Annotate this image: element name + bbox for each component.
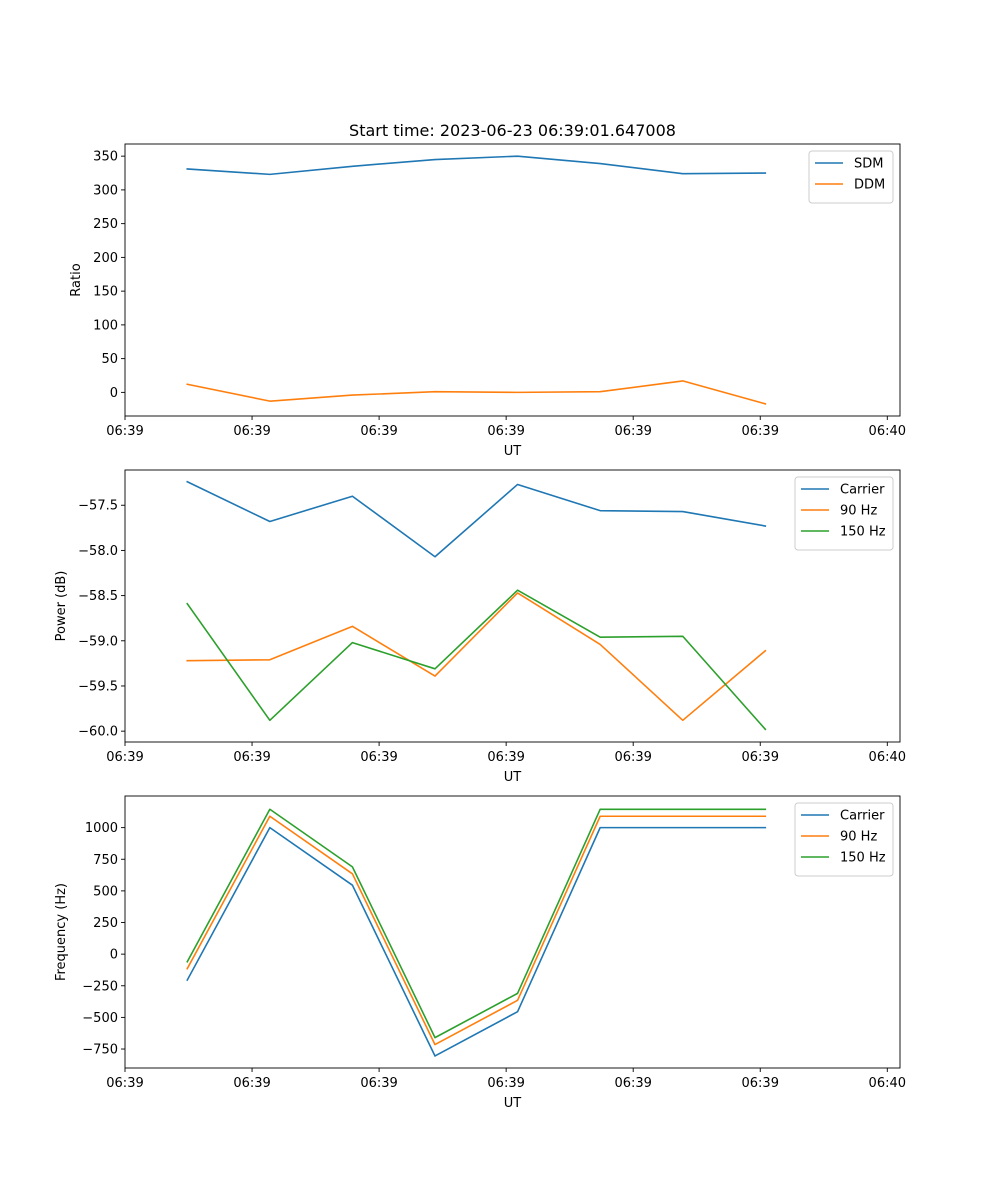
series-line-90-hz — [186, 815, 767, 1046]
x-tick-label: 06:39 — [742, 1076, 779, 1091]
x-tick-label: 06:39 — [742, 750, 779, 765]
x-tick-label: 06:39 — [487, 1076, 524, 1091]
axes-frame — [124, 143, 901, 417]
y-axis-label: Ratio — [69, 263, 84, 296]
series-line-carrier — [186, 826, 767, 1057]
legend: Carrier 90 Hz 150 Hz — [794, 802, 894, 877]
series-line-90-hz — [186, 592, 767, 722]
x-tick-label: 06:39 — [233, 750, 270, 765]
series-line-150-hz — [186, 589, 767, 731]
y-tick-label: 200 — [93, 251, 118, 266]
x-tick-label: 06:39 — [106, 1076, 143, 1091]
y-axis-label: Power (dB) — [54, 571, 69, 642]
y-tick-label: 250 — [93, 916, 118, 931]
y-tick-label: −58.0 — [78, 544, 118, 559]
y-axis-label: Frequency (Hz) — [54, 883, 69, 981]
series-line-ddm — [186, 380, 767, 405]
x-tick-label: 06:39 — [487, 424, 524, 439]
y-tick-label: 250 — [93, 217, 118, 232]
x-tick-label: 06:39 — [360, 1076, 397, 1091]
legend-label: Carrier — [840, 483, 885, 498]
y-tick-label: −57.5 — [78, 499, 118, 514]
y-tick-label: 150 — [93, 285, 118, 300]
y-tick-label: 100 — [93, 318, 118, 333]
subplot-2: 06:39 06:39 06:39 06:39 06:39 06:39 06:40 −60.0… — [54, 469, 906, 785]
y-tick-label: −59.5 — [78, 679, 118, 694]
y-tick-label: 300 — [93, 183, 118, 198]
legend-label: 150 Hz — [840, 851, 886, 866]
x-tick-label: 06:39 — [614, 1076, 651, 1091]
x-tick-label: 06:40 — [869, 424, 906, 439]
subplot-1: 06:39 06:39 06:39 06:39 06:39 06:39 06:40 0 50 10… — [69, 143, 906, 459]
subplot-3: 06:39 06:39 06:39 06:39 06:39 06:39 06:40 −750 −… — [54, 795, 906, 1111]
y-tick-label: −58.5 — [78, 589, 118, 604]
y-tick-label: 0 — [110, 948, 118, 963]
y-tick-label: 0 — [110, 386, 118, 401]
legend-box — [808, 150, 894, 204]
y-tick-label: 750 — [93, 853, 118, 868]
x-tick-label: 06:39 — [614, 424, 651, 439]
x-tick-label: 06:39 — [233, 1076, 270, 1091]
legend-label: 90 Hz — [840, 830, 877, 845]
axes-frame — [124, 795, 901, 1069]
legend-label: 150 Hz — [840, 525, 886, 540]
y-tick-label: −250 — [82, 979, 118, 994]
x-tick-label: 06:39 — [487, 750, 524, 765]
x-axis-label: UT — [504, 770, 522, 785]
legend-label: SDM — [854, 157, 883, 172]
x-tick-label: 06:39 — [742, 424, 779, 439]
x-axis-label: UT — [504, 1096, 522, 1111]
y-tick-label: 350 — [93, 150, 118, 165]
x-tick-label: 06:40 — [869, 1076, 906, 1091]
x-axis-label: UT — [504, 444, 522, 459]
x-tick-label: 06:39 — [106, 750, 143, 765]
series-line-sdm — [186, 155, 767, 176]
x-tick-label: 06:39 — [360, 424, 397, 439]
legend-label: 90 Hz — [840, 504, 877, 519]
series-line-150-hz — [186, 808, 767, 1039]
x-tick-label: 06:40 — [869, 750, 906, 765]
legend: Carrier 90 Hz 150 Hz — [794, 476, 894, 551]
legend: SDM DDM — [808, 150, 894, 204]
x-tick-label: 06:39 — [614, 750, 651, 765]
series-line-carrier — [186, 480, 767, 558]
y-tick-label: 1000 — [85, 821, 118, 836]
y-tick-label: −60.0 — [78, 725, 118, 740]
axes-frame — [124, 469, 901, 743]
y-tick-label: −59.0 — [78, 634, 118, 649]
legend-label: Carrier — [840, 809, 885, 824]
x-tick-label: 06:39 — [360, 750, 397, 765]
x-tick-label: 06:39 — [233, 424, 270, 439]
y-tick-label: 500 — [93, 884, 118, 899]
y-tick-label: 50 — [101, 352, 118, 367]
figure-title: Start time: 2023-06-23 06:39:01.647008 — [349, 121, 676, 140]
legend-label: DDM — [854, 178, 885, 193]
y-tick-label: −500 — [82, 1011, 118, 1026]
y-tick-label: −750 — [82, 1043, 118, 1058]
x-tick-label: 06:39 — [106, 424, 143, 439]
